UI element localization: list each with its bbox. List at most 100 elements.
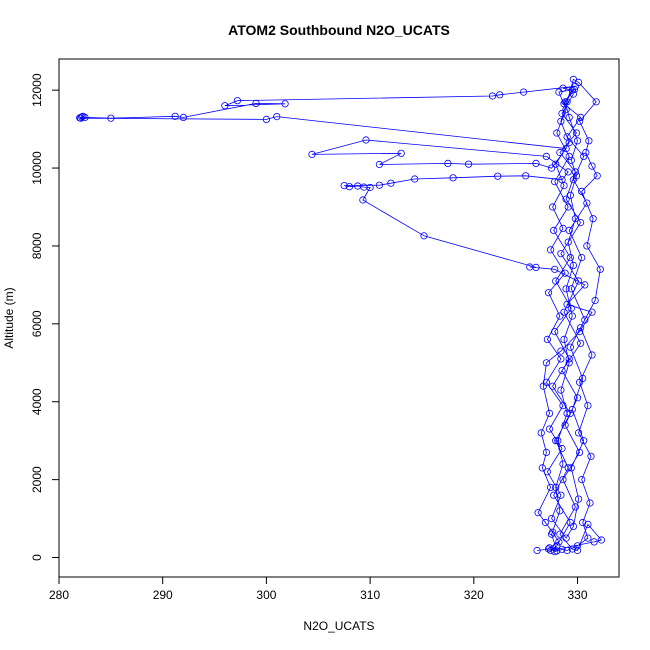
data-point	[565, 355, 573, 363]
x-tick-label: 320	[464, 588, 484, 602]
data-point	[519, 88, 528, 96]
data-point	[561, 269, 569, 277]
y-tick-label: 0	[30, 554, 44, 561]
data-point	[547, 164, 556, 172]
data-point	[551, 327, 559, 336]
data-point	[449, 174, 457, 182]
data-point	[548, 203, 557, 211]
data-point	[586, 499, 594, 507]
data-point	[591, 296, 599, 305]
plot-area-frame	[58, 58, 620, 578]
data-point	[576, 339, 585, 347]
data-point	[566, 343, 574, 351]
data-point	[567, 285, 575, 293]
data-point	[557, 347, 565, 355]
data-point	[558, 444, 566, 453]
data-point	[555, 88, 563, 96]
data-point	[552, 437, 560, 445]
data-point	[568, 405, 576, 414]
data-point	[571, 168, 580, 176]
data-point	[569, 75, 578, 83]
data-point	[558, 366, 566, 375]
data-point	[564, 238, 572, 246]
x-tick-label: 330	[568, 588, 588, 602]
data-point	[576, 113, 585, 122]
chart-title: ATOM2 Southbound N2O_UCATS	[228, 22, 450, 38]
data-point	[233, 97, 241, 105]
data-point	[590, 538, 598, 546]
data-point	[578, 187, 586, 195]
data-point	[542, 152, 551, 160]
data-point	[552, 160, 560, 168]
data-point	[563, 409, 571, 417]
data-point	[550, 491, 558, 499]
data-point	[411, 175, 419, 183]
data-point	[565, 152, 573, 160]
data-point	[575, 327, 584, 336]
data-point	[575, 448, 584, 456]
data-point	[546, 483, 555, 491]
data-point	[81, 113, 89, 122]
data-point	[589, 215, 597, 223]
series-n2o-ucats	[76, 75, 606, 556]
x-tick-label: 280	[49, 588, 69, 602]
data-point	[573, 137, 582, 145]
data-point	[345, 183, 353, 191]
data-point	[375, 160, 383, 169]
data-point	[548, 528, 557, 536]
data-point	[569, 176, 578, 184]
data-point	[576, 219, 585, 227]
data-point	[273, 113, 281, 121]
data-point	[281, 100, 289, 108]
data-point	[562, 534, 570, 542]
data-point	[573, 542, 582, 550]
data-point	[551, 178, 559, 186]
data-point	[308, 150, 316, 158]
data-point	[557, 386, 565, 394]
x-tick-label: 310	[360, 588, 380, 602]
data-point	[572, 129, 581, 137]
data-point	[596, 265, 604, 273]
x-axis: 280 290 300 310 320 330	[49, 576, 588, 602]
data-point	[532, 159, 540, 167]
data-point	[362, 136, 370, 144]
data-point	[573, 394, 582, 402]
data-point	[494, 172, 502, 180]
data-point	[556, 507, 564, 515]
data-point	[366, 183, 374, 192]
data-point	[563, 133, 571, 141]
data-point	[560, 182, 568, 190]
data-point	[585, 137, 593, 145]
data-point	[444, 159, 452, 167]
data-point	[558, 109, 566, 118]
data-point	[576, 324, 585, 332]
data-point	[464, 160, 473, 168]
data-point	[552, 277, 560, 285]
data-point	[566, 191, 574, 199]
data-point	[561, 421, 569, 429]
data-point	[560, 308, 568, 316]
data-point	[562, 145, 570, 153]
data-point	[566, 518, 574, 527]
data-point	[562, 285, 570, 293]
data-point	[568, 312, 576, 320]
data-point	[584, 520, 592, 529]
data-point	[552, 483, 560, 491]
data-point	[533, 546, 541, 555]
data-point	[578, 475, 586, 484]
data-point	[563, 300, 571, 308]
data-point	[359, 196, 367, 204]
data-point	[573, 546, 582, 555]
data-point	[544, 289, 553, 297]
data-point	[545, 425, 554, 433]
data-point	[562, 195, 570, 203]
data-point	[488, 92, 497, 100]
series-line	[79, 78, 603, 553]
data-point	[574, 78, 583, 87]
data-point	[570, 85, 579, 94]
data-point	[556, 148, 564, 157]
data-point	[584, 401, 592, 410]
data-point	[592, 98, 600, 106]
data-point	[559, 401, 567, 410]
y-axis-label: Altitude (m)	[2, 287, 16, 348]
